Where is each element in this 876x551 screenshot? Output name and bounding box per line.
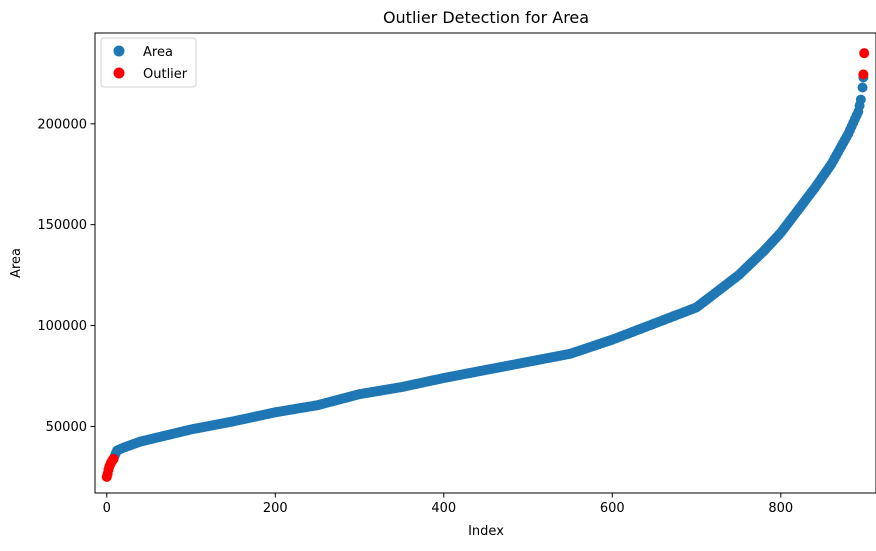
y-tick-label: 200000: [37, 117, 87, 132]
axes-frame: [94, 32, 876, 494]
outlier-point: [858, 69, 869, 80]
x-axis: 0 200 400 600 800: [103, 493, 793, 516]
x-axis-label: Index: [468, 524, 504, 539]
area-point: [857, 82, 868, 93]
x-tick-label: 200: [263, 501, 288, 516]
y-tick-label: 100000: [37, 319, 87, 334]
x-tick-label: 0: [103, 501, 111, 516]
legend-box: [100, 37, 197, 88]
legend-label-area: Area: [143, 45, 173, 60]
legend-marker-area: [113, 45, 125, 57]
legend-label-outlier: Outlier: [143, 67, 188, 82]
data-points: [101, 48, 870, 482]
legend: Area Outlier: [100, 37, 197, 88]
outlier-point: [859, 48, 870, 59]
x-tick-label: 800: [768, 501, 793, 516]
y-axis-label: Area: [9, 248, 24, 278]
x-tick-label: 600: [600, 501, 625, 516]
outlier-point: [108, 453, 119, 464]
y-tick-label: 150000: [37, 218, 87, 233]
chart-title: Outlier Detection for Area: [383, 8, 589, 27]
y-axis: 50000 100000 150000 200000: [37, 117, 95, 435]
legend-marker-outlier: [113, 67, 125, 79]
area-point: [855, 94, 866, 105]
y-tick-label: 50000: [46, 420, 87, 435]
x-tick-label: 400: [431, 501, 456, 516]
